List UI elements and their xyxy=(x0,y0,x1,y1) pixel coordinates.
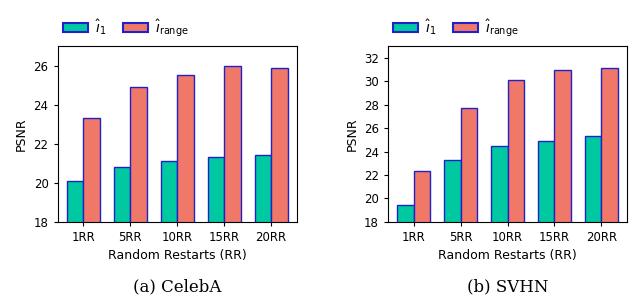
Bar xyxy=(177,75,194,308)
Bar xyxy=(602,68,618,308)
Bar xyxy=(554,70,571,308)
Bar xyxy=(491,146,508,308)
Bar xyxy=(114,167,131,308)
X-axis label: Random Restarts (RR): Random Restarts (RR) xyxy=(108,249,246,262)
Bar xyxy=(585,136,602,308)
X-axis label: Random Restarts (RR): Random Restarts (RR) xyxy=(438,249,577,262)
Bar xyxy=(255,156,271,308)
Y-axis label: PSNR: PSNR xyxy=(346,117,358,151)
Bar xyxy=(444,160,461,308)
Bar xyxy=(397,205,413,308)
Text: (b) SVHN: (b) SVHN xyxy=(467,278,548,295)
Bar xyxy=(83,118,100,308)
Bar xyxy=(271,68,287,308)
Bar xyxy=(224,66,241,308)
Text: (a) CelebA: (a) CelebA xyxy=(133,278,221,295)
Y-axis label: PSNR: PSNR xyxy=(15,117,28,151)
Bar xyxy=(413,172,430,308)
Bar xyxy=(461,108,477,308)
Bar xyxy=(508,80,524,308)
Bar xyxy=(208,157,224,308)
Bar xyxy=(161,161,177,308)
Bar xyxy=(538,141,554,308)
Bar xyxy=(131,87,147,308)
Bar xyxy=(67,181,83,308)
Legend: $\hat{\imath}_1$, $\hat{\imath}_{\mathrm{range}}$: $\hat{\imath}_1$, $\hat{\imath}_{\mathrm… xyxy=(388,12,525,44)
Legend: $\hat{\imath}_1$, $\hat{\imath}_{\mathrm{range}}$: $\hat{\imath}_1$, $\hat{\imath}_{\mathrm… xyxy=(58,12,195,44)
